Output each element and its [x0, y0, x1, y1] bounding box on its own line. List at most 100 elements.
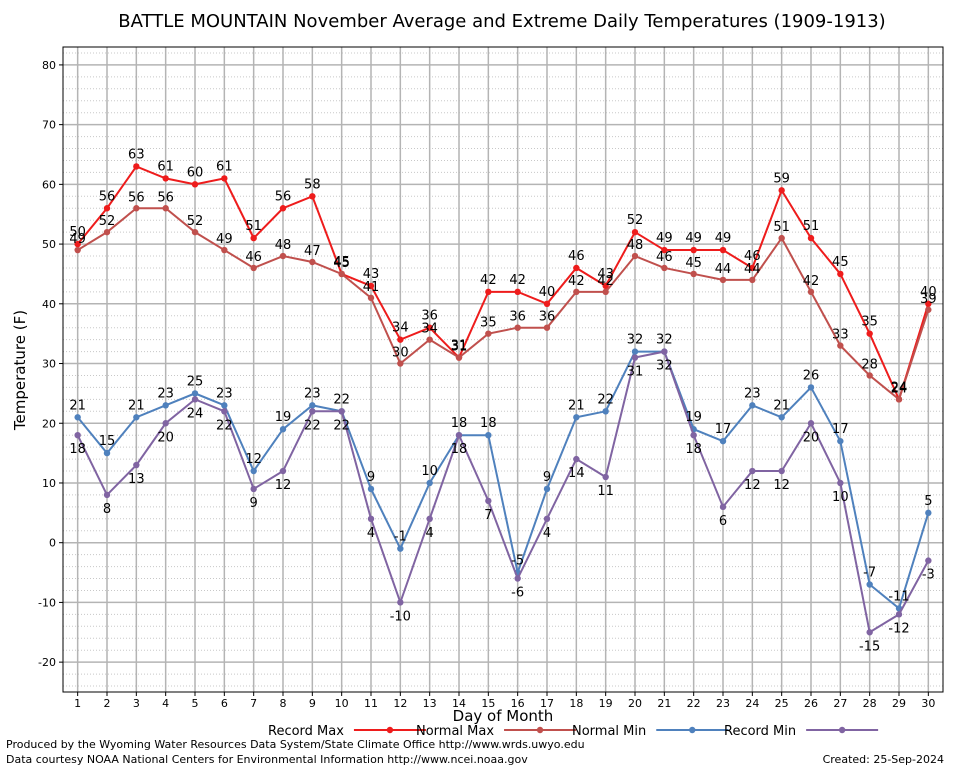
data-point	[749, 402, 756, 409]
data-label: 20	[157, 430, 174, 445]
data-label: 35	[861, 315, 878, 330]
x-tick-label: 12	[393, 697, 407, 710]
data-point	[719, 503, 727, 511]
x-tick-label: 4	[162, 697, 169, 710]
data-label: 43	[363, 267, 380, 282]
data-point	[514, 324, 521, 331]
data-label: 18	[451, 416, 468, 431]
data-label: 22	[333, 392, 350, 407]
data-label: 48	[275, 238, 292, 253]
data-label: 42	[803, 274, 820, 289]
y-tick-label: 60	[42, 178, 56, 191]
data-label: 24	[187, 406, 204, 421]
data-label: 35	[480, 316, 497, 331]
data-point	[602, 473, 609, 481]
data-point	[338, 270, 345, 278]
data-label: 51	[803, 219, 820, 234]
data-label: 9	[250, 496, 258, 511]
series-line	[76, 350, 930, 611]
data-label: 30	[392, 346, 409, 361]
data-label: -11	[888, 589, 909, 604]
data-label: 56	[275, 189, 292, 204]
data-point	[573, 455, 580, 463]
x-tick-label: 22	[687, 697, 701, 710]
data-label: 34	[392, 321, 409, 336]
data-point	[895, 611, 903, 618]
x-tick-label: 18	[569, 697, 583, 710]
y-tick-label: 10	[42, 477, 56, 490]
data-point	[221, 402, 228, 409]
data-label: 10	[832, 490, 849, 505]
data-point	[221, 175, 228, 182]
x-axis-label: Day of Month	[453, 707, 554, 725]
x-tick-label: 21	[657, 697, 671, 710]
data-label: 18	[685, 442, 702, 457]
series	[74, 163, 932, 636]
x-tick-label: 28	[863, 697, 877, 710]
data-label: 45	[333, 255, 350, 270]
series-normal-max	[74, 205, 932, 403]
x-tick-label: 15	[481, 697, 495, 710]
data-label: 43	[597, 267, 614, 282]
data-point	[749, 276, 756, 284]
data-point	[631, 252, 639, 260]
data-point	[690, 431, 697, 439]
data-point	[602, 408, 609, 415]
data-label: 17	[715, 422, 732, 437]
data-point	[807, 420, 815, 427]
data-label: 61	[216, 159, 233, 174]
data-label: 39	[920, 292, 937, 307]
data-point	[309, 402, 316, 409]
data-label: 56	[99, 189, 116, 204]
data-label: 49	[656, 231, 673, 246]
data-label: 48	[627, 238, 644, 253]
data-point	[455, 431, 463, 439]
data-label: 4	[367, 526, 375, 541]
data-label: 36	[421, 309, 438, 324]
data-point	[191, 181, 199, 188]
series-line	[76, 165, 930, 403]
data-label: 32	[627, 333, 644, 348]
data-point	[397, 360, 404, 367]
data-point	[309, 408, 316, 415]
data-label: 18	[69, 442, 86, 457]
data-label: 44	[715, 262, 732, 277]
y-tick-label: 40	[42, 298, 56, 311]
data-label: -12	[888, 621, 909, 636]
data-label: 22	[304, 418, 321, 433]
data-point	[837, 479, 844, 487]
data-label: -5	[511, 554, 524, 569]
series-line	[77, 207, 930, 402]
data-label: 4	[426, 526, 434, 541]
data-label: 12	[275, 478, 292, 493]
data-point	[338, 408, 345, 415]
data-label: 32	[656, 333, 673, 348]
data-point	[807, 288, 815, 296]
x-tick-label: 6	[221, 697, 228, 710]
data-label: 17	[832, 422, 849, 437]
data-label: 23	[304, 386, 321, 401]
data-label: 24	[891, 381, 908, 396]
data-label: 11	[597, 484, 614, 499]
data-label: 6	[719, 514, 727, 529]
data-label: 36	[539, 310, 556, 325]
data-point	[103, 205, 111, 212]
legend-label: Normal Min	[572, 724, 646, 739]
data-point	[250, 234, 257, 242]
data-point	[485, 497, 492, 505]
data-label: 45	[333, 256, 350, 271]
data-point	[807, 384, 815, 391]
legend-label: Normal Max	[416, 724, 494, 739]
x-tick-label: 14	[452, 697, 466, 710]
data-point	[250, 485, 257, 493]
data-point	[602, 282, 609, 290]
data-label: 46	[245, 250, 262, 265]
data-point	[602, 288, 609, 296]
data-label: 15	[99, 434, 116, 449]
data-label: 46	[568, 249, 585, 264]
footer-data-source: Data courtesy NOAA National Centers for …	[6, 753, 528, 766]
x-tick-label: 25	[775, 697, 789, 710]
